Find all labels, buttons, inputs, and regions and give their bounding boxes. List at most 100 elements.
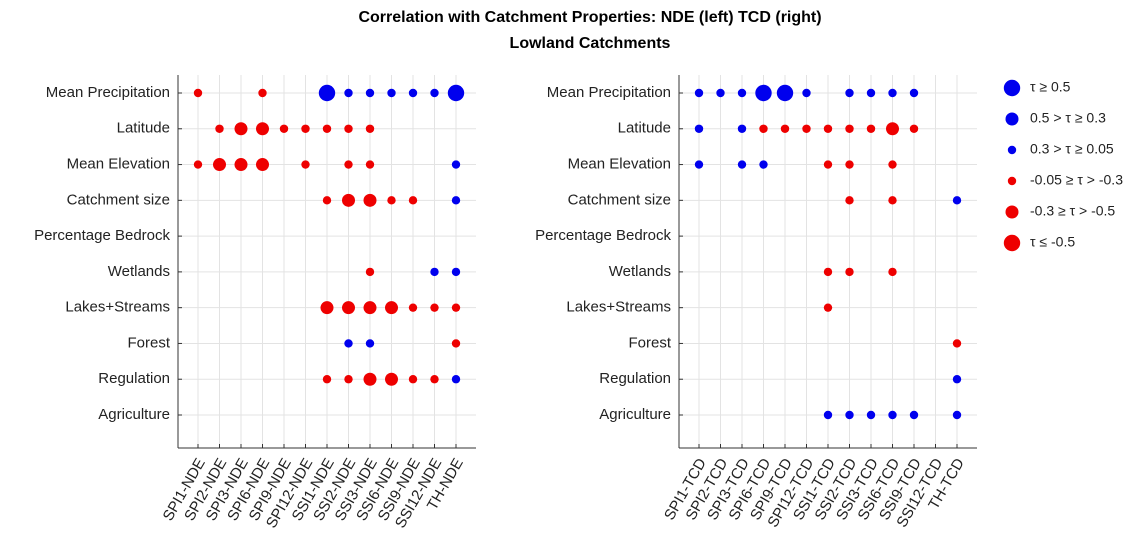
y-tick-label: Catchment size xyxy=(568,191,671,208)
dot xyxy=(866,124,876,133)
dot xyxy=(737,160,747,169)
dot xyxy=(408,303,418,312)
dot xyxy=(322,196,332,205)
y-tick-label: Mean Precipitation xyxy=(547,84,671,101)
dot xyxy=(215,124,224,133)
dot xyxy=(385,301,398,315)
dot xyxy=(845,124,854,133)
dot xyxy=(952,196,962,205)
legend-label: τ ≥ 0.5 xyxy=(1030,79,1071,95)
dot xyxy=(408,88,418,98)
legend-label: 0.3 > τ ≥ 0.05 xyxy=(1030,141,1114,157)
dot xyxy=(318,84,336,102)
y-tick-label: Agriculture xyxy=(599,406,671,423)
y-tick-label: Forest xyxy=(628,334,671,351)
dot xyxy=(451,160,461,169)
dot xyxy=(694,88,704,98)
dot xyxy=(802,88,811,98)
y-tick-label: Lakes+Streams xyxy=(65,299,170,316)
dot xyxy=(408,375,418,384)
y-tick-label: Regulation xyxy=(98,370,170,387)
y-tick-label: Percentage Bedrock xyxy=(34,227,170,244)
dot xyxy=(385,372,398,386)
dot xyxy=(447,84,465,102)
dot xyxy=(344,124,353,133)
y-tick-label: Mean Elevation xyxy=(568,156,671,173)
legend-marker xyxy=(1003,234,1021,252)
dot xyxy=(365,339,375,348)
dot xyxy=(888,196,897,205)
dot xyxy=(886,122,899,136)
dot xyxy=(952,375,962,384)
y-tick-label: Regulation xyxy=(599,370,671,387)
dot xyxy=(301,160,310,169)
dot xyxy=(888,88,897,98)
dot xyxy=(694,160,704,169)
dot xyxy=(888,410,897,420)
dot xyxy=(430,267,439,277)
y-tick-label: Latitude xyxy=(618,120,671,137)
dot xyxy=(845,267,854,277)
dot xyxy=(193,88,203,98)
dot xyxy=(322,124,332,133)
y-tick-label: Mean Elevation xyxy=(67,156,170,173)
dot xyxy=(759,160,768,169)
dot xyxy=(213,158,226,172)
dot xyxy=(430,303,439,312)
chart-title: Correlation with Catchment Properties: N… xyxy=(358,9,821,26)
legend-marker xyxy=(1003,79,1021,97)
legend-marker xyxy=(1007,145,1017,155)
dot xyxy=(387,196,396,205)
dot xyxy=(279,124,289,133)
legend-label: 0.5 > τ ≥ 0.3 xyxy=(1030,110,1106,126)
dot xyxy=(823,124,833,133)
dot xyxy=(909,124,919,133)
dot xyxy=(888,267,897,277)
dot xyxy=(256,158,269,172)
dot xyxy=(780,124,790,133)
dot xyxy=(823,410,833,420)
dot xyxy=(363,193,377,207)
dot xyxy=(365,88,375,98)
dot xyxy=(344,160,353,169)
dot xyxy=(866,88,876,98)
dot xyxy=(845,160,854,169)
dot xyxy=(430,88,439,98)
dot xyxy=(322,375,332,384)
dot xyxy=(451,267,461,277)
dot xyxy=(759,124,768,133)
dot xyxy=(737,88,747,98)
dot xyxy=(344,88,353,98)
dot xyxy=(301,124,310,133)
y-tick-label: Wetlands xyxy=(609,263,671,280)
dot xyxy=(845,196,854,205)
dot xyxy=(451,196,461,205)
dot xyxy=(866,410,876,420)
dot xyxy=(408,196,418,205)
dot xyxy=(365,160,375,169)
dot xyxy=(952,410,962,420)
dot xyxy=(363,372,377,386)
y-tick-label: Latitude xyxy=(117,120,170,137)
y-tick-label: Lakes+Streams xyxy=(566,299,671,316)
dot xyxy=(952,339,962,348)
legend-label: -0.05 ≥ τ > -0.3 xyxy=(1030,172,1123,188)
dot xyxy=(802,124,811,133)
legend-marker xyxy=(1005,205,1019,219)
y-tick-label: Forest xyxy=(127,334,170,351)
dot xyxy=(256,122,269,136)
dot xyxy=(694,124,704,133)
dot xyxy=(193,160,203,169)
y-tick-label: Wetlands xyxy=(108,263,170,280)
y-tick-label: Percentage Bedrock xyxy=(535,227,671,244)
dot xyxy=(909,88,919,98)
dot xyxy=(451,375,461,384)
dot xyxy=(365,124,375,133)
dot xyxy=(365,267,375,277)
legend-marker xyxy=(1007,176,1017,186)
dot xyxy=(342,301,355,315)
dot xyxy=(344,339,353,348)
dot xyxy=(716,88,725,98)
chart-subtitle: Lowland Catchments xyxy=(510,35,671,52)
